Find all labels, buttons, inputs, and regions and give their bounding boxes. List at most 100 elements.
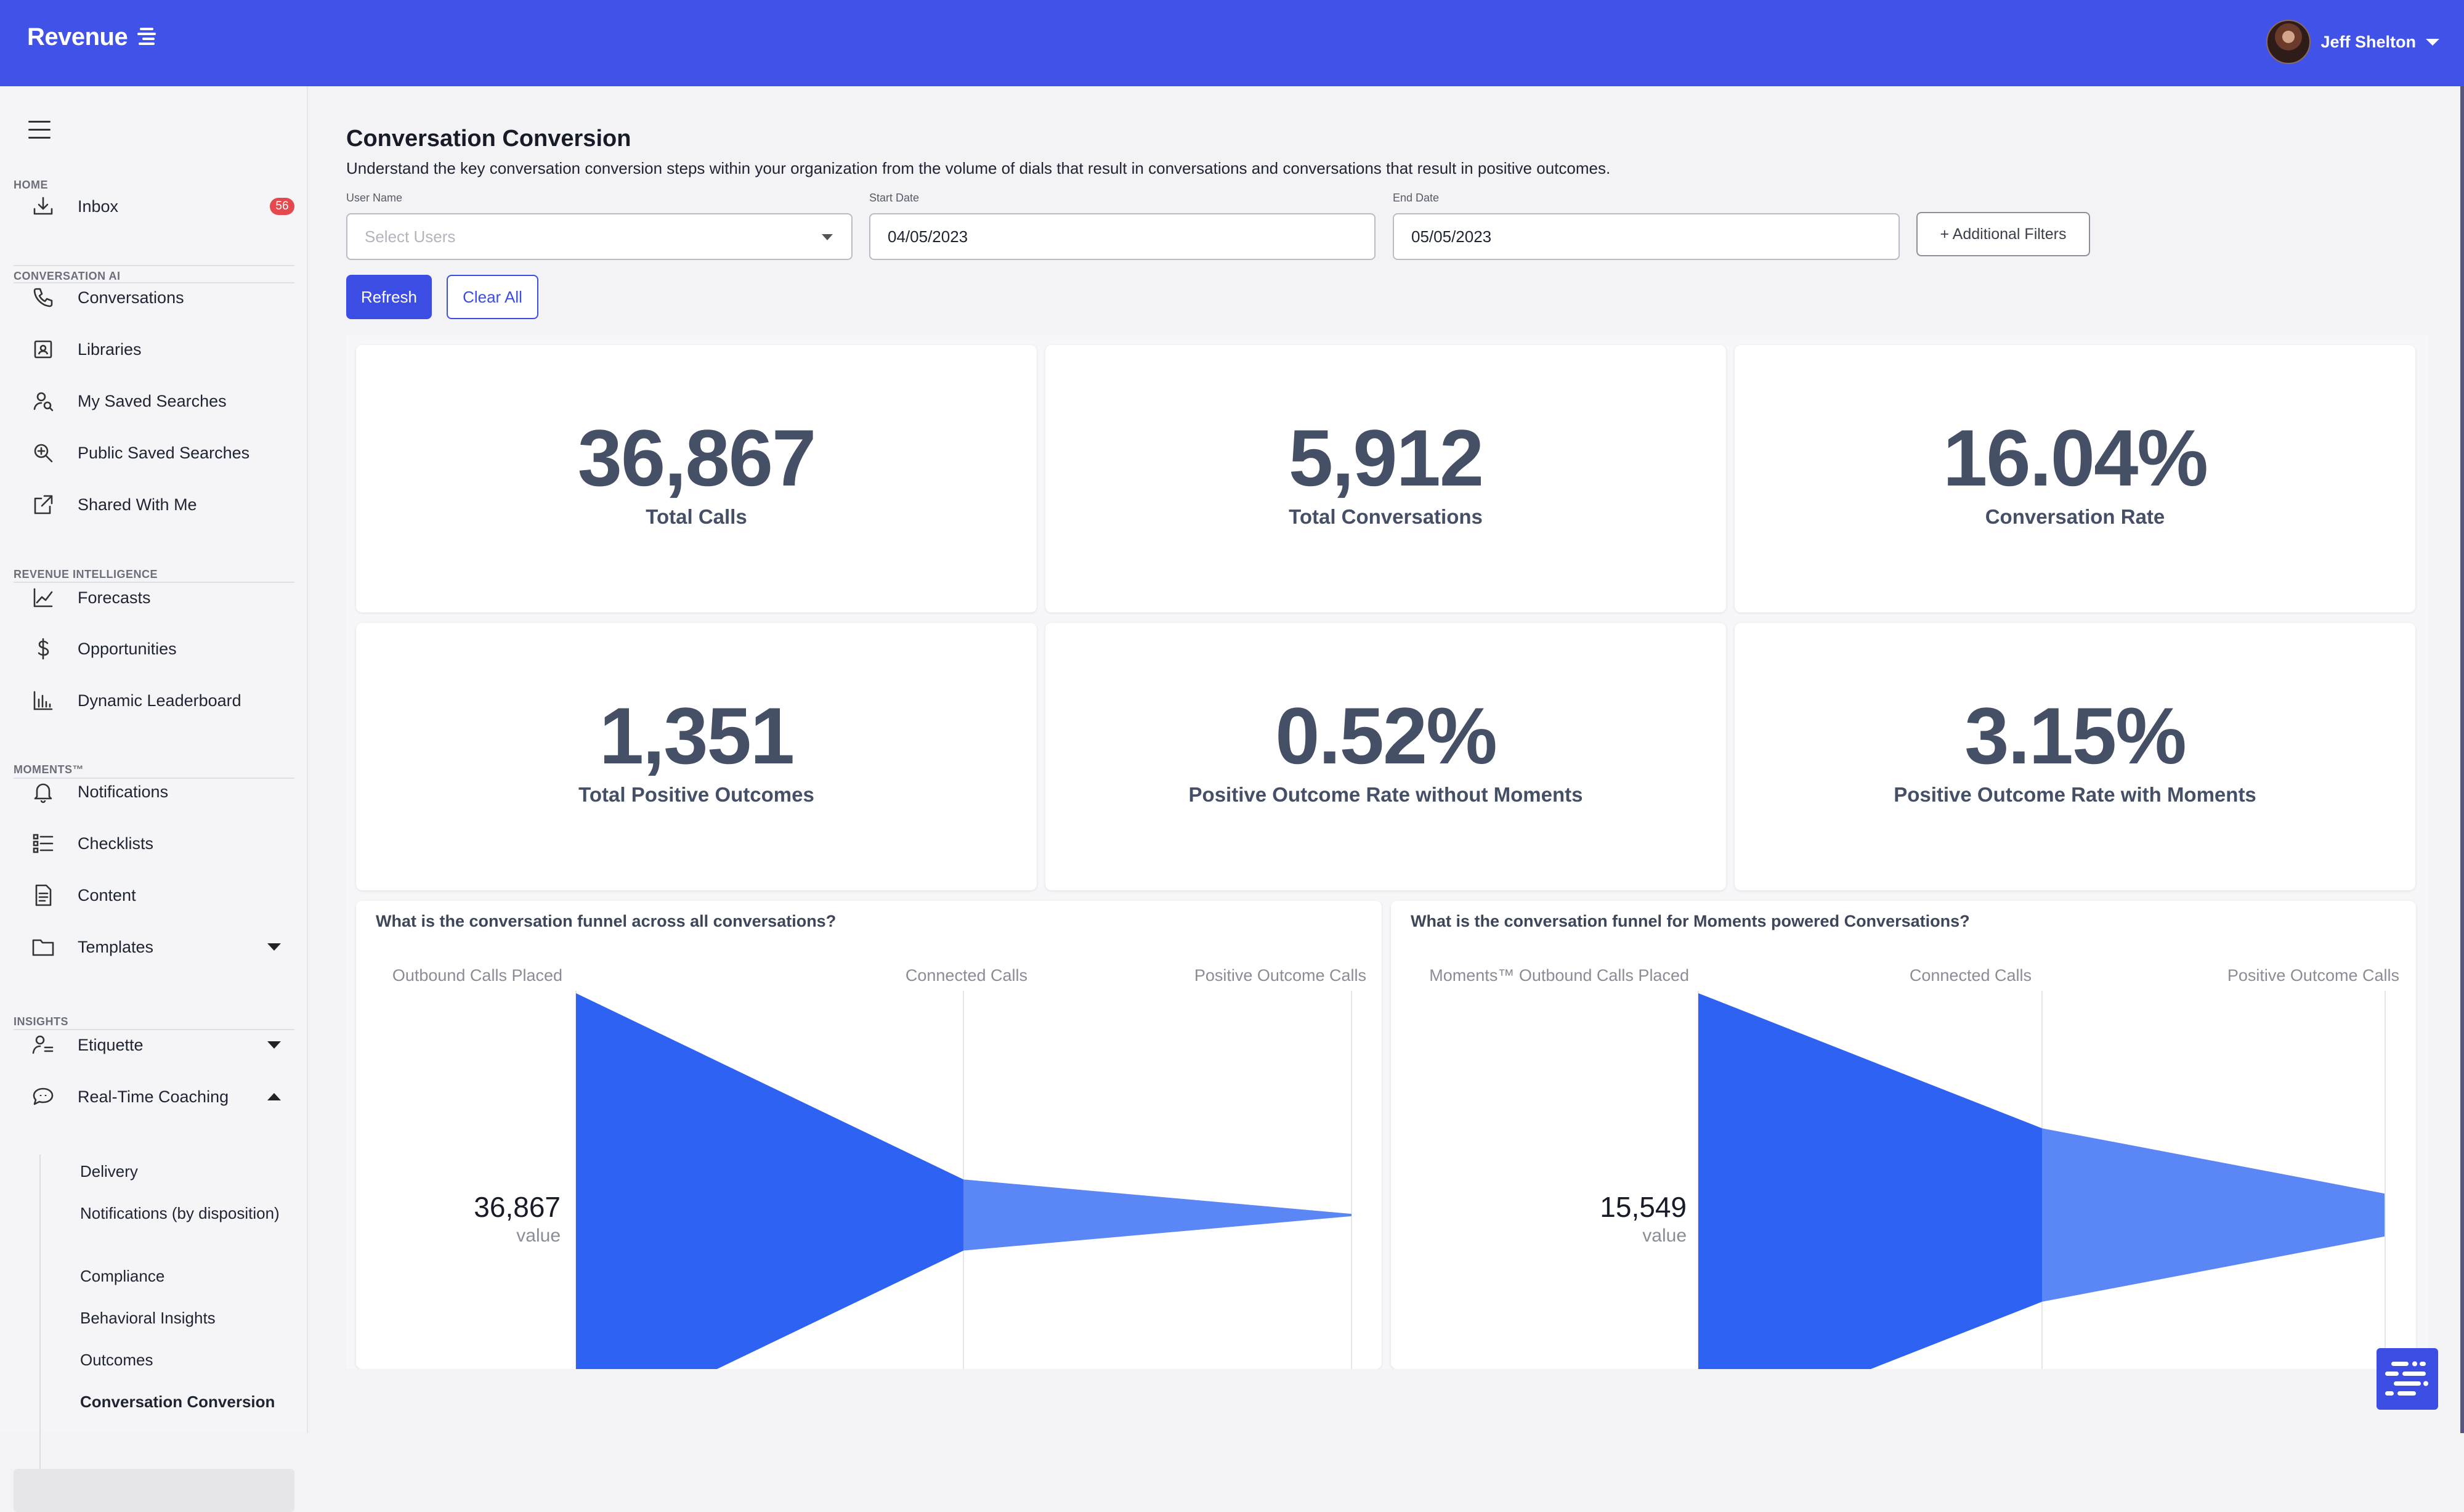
chevron-down-icon[interactable] xyxy=(267,943,281,951)
sidebar-item-public-saved-searches[interactable]: Public Saved Searches xyxy=(14,431,294,474)
top-bar: Revenue Jeff Shelton xyxy=(0,0,2464,86)
sidebar-item-forecasts[interactable]: Forecasts xyxy=(14,576,294,619)
divider xyxy=(14,582,294,583)
sidebar-subitem-conversation-conversion[interactable]: Conversation Conversion xyxy=(80,1392,275,1411)
section-label-moments: MOMENTS™ xyxy=(14,763,84,776)
kpi-card: 1,351 Total Positive Outcomes xyxy=(356,623,1037,890)
chat-bubble-icon xyxy=(31,1084,55,1109)
kpi-label: Total Conversations xyxy=(1289,505,1483,528)
sidebar-subitem-compliance[interactable]: Compliance xyxy=(80,1267,165,1285)
sidebar-item-conversations[interactable]: Conversations xyxy=(14,276,294,319)
hamburger-menu-icon[interactable] xyxy=(28,121,51,139)
section-label-home: HOME xyxy=(14,179,48,191)
kpi-value: 3.15% xyxy=(1964,691,2187,781)
kpi-label: Total Calls xyxy=(646,505,747,528)
stage-label: Outbound Calls Placed xyxy=(392,966,562,985)
sidebar-item-templates[interactable]: Templates xyxy=(14,925,294,969)
start-date-label: Start Date xyxy=(869,192,920,204)
sidebar-subitem-outcomes[interactable]: Outcomes xyxy=(80,1351,153,1369)
sidebar-subitem-notifications-by-disposition[interactable]: Notifications (by disposition) xyxy=(80,1204,280,1222)
refresh-button[interactable]: Refresh xyxy=(346,275,432,319)
kpi-value: 0.52% xyxy=(1275,691,1497,781)
page-title: Conversation Conversion xyxy=(346,126,631,152)
kpi-label: Positive Outcome Rate with Moments xyxy=(1894,783,2256,806)
sidebar-item-shared-with-me[interactable]: Shared With Me xyxy=(14,483,294,526)
sidebar-item-label: Checklists xyxy=(78,834,154,853)
funnel-segment-1[interactable] xyxy=(576,993,963,1369)
kpi-card: 0.52% Positive Outcome Rate without Mome… xyxy=(1045,623,1726,890)
chevron-down-icon xyxy=(2426,38,2439,46)
sidebar-item-label: Libraries xyxy=(78,339,142,359)
sidebar-item-opportunities[interactable]: Opportunities xyxy=(14,627,294,670)
user-select-placeholder: Select Users xyxy=(365,227,456,246)
avatar xyxy=(2266,20,2311,64)
additional-filters-button[interactable]: + Additional Filters xyxy=(1916,212,2090,256)
funnel-highlight-value: 15,549 xyxy=(1600,1191,1687,1223)
kpi-card: 16.04% Conversation Rate xyxy=(1735,345,2415,612)
funnel-highlight-caption: value xyxy=(516,1225,561,1246)
sidebar-item-etiquette[interactable]: Etiquette xyxy=(14,1023,294,1067)
sidebar-item-libraries[interactable]: Libraries xyxy=(14,328,294,371)
zoom-in-icon xyxy=(31,441,55,465)
start-date-field[interactable]: 04/05/2023 xyxy=(869,213,1376,260)
submenu-rail xyxy=(39,1155,41,1506)
user-search-icon xyxy=(31,389,55,413)
chevron-up-icon[interactable] xyxy=(267,1093,281,1100)
kpi-value: 16.04% xyxy=(1943,413,2208,503)
brand-name: Revenue xyxy=(27,23,128,51)
funnel-segment-2[interactable] xyxy=(2042,1128,2385,1302)
funnel-highlight-value: 36,867 xyxy=(474,1191,561,1223)
funnel-chart xyxy=(1698,993,2385,1369)
clear-all-button[interactable]: Clear All xyxy=(447,275,538,319)
chevron-down-icon xyxy=(822,234,833,240)
sidebar-item-label: Opportunities xyxy=(78,639,177,658)
bell-icon xyxy=(31,779,55,804)
line-chart-icon xyxy=(31,585,55,610)
sidebar-item-notifications[interactable]: Notifications xyxy=(14,770,294,813)
funnel-segment-1[interactable] xyxy=(1698,993,2042,1369)
phone-icon xyxy=(31,285,55,310)
chevron-down-icon[interactable] xyxy=(267,1041,281,1049)
kpi-label: Conversation Rate xyxy=(1985,505,2165,528)
sidebar-item-label: Shared With Me xyxy=(78,495,197,514)
kpi-value: 5,912 xyxy=(1288,413,1484,503)
funnel-segment-2[interactable] xyxy=(963,1179,1352,1251)
kpi-label: Total Positive Outcomes xyxy=(578,783,814,806)
share-icon xyxy=(31,492,55,517)
sidebar-item-label: Notifications xyxy=(78,782,169,801)
brand-logo[interactable]: Revenue xyxy=(27,23,158,51)
window-edge xyxy=(2460,86,2464,1433)
sidebar-item-dynamic-leaderboard[interactable]: Dynamic Leaderboard xyxy=(14,679,294,722)
chart-title: What is the conversation funnel for Mome… xyxy=(1411,912,1970,930)
kpi-card: 36,867 Total Calls xyxy=(356,345,1037,612)
stage-label: Moments™ Outbound Calls Placed xyxy=(1429,966,1689,985)
sidebar-item-real-time-coaching[interactable]: Real-Time Coaching xyxy=(14,1075,294,1118)
bar-chart-icon xyxy=(31,688,55,713)
end-date-field[interactable]: 05/05/2023 xyxy=(1393,213,1900,260)
sidebar-item-inbox[interactable]: Inbox 56 xyxy=(14,185,294,228)
kpi-value: 1,351 xyxy=(599,691,795,781)
sidebar-item-label: Conversations xyxy=(78,288,184,307)
stage-label: Connected Calls xyxy=(905,966,1027,985)
bottom-strip xyxy=(308,1369,2460,1433)
kpi-card: 3.15% Positive Outcome Rate with Moments xyxy=(1735,623,2415,890)
sidebar-item-my-saved-searches[interactable]: My Saved Searches xyxy=(14,380,294,423)
sidebar-item-label: Inbox xyxy=(78,197,119,216)
library-icon xyxy=(31,337,55,362)
divider xyxy=(14,778,294,779)
active-item-highlight xyxy=(14,1469,294,1512)
sidebar-subitem-delivery[interactable]: Delivery xyxy=(80,1162,138,1181)
sidebar-item-checklists[interactable]: Checklists xyxy=(14,822,294,865)
assistant-button[interactable] xyxy=(2377,1348,2438,1410)
funnel-chart-card: What is the conversation funnel across a… xyxy=(356,901,1382,1369)
inbox-count-badge: 56 xyxy=(270,198,294,215)
user-menu[interactable]: Jeff Shelton xyxy=(2266,20,2439,64)
sidebar-item-content[interactable]: Content xyxy=(14,874,294,917)
user-select[interactable]: Select Users xyxy=(346,213,853,260)
brand-lines-icon xyxy=(137,27,156,45)
funnel-highlight-caption: value xyxy=(1642,1225,1687,1246)
folder-icon xyxy=(31,935,55,959)
section-label-revenue-intelligence: REVENUE INTELLIGENCE xyxy=(14,568,158,580)
dollar-icon xyxy=(31,636,55,661)
sidebar-subitem-behavioral-insights[interactable]: Behavioral Insights xyxy=(80,1309,216,1327)
